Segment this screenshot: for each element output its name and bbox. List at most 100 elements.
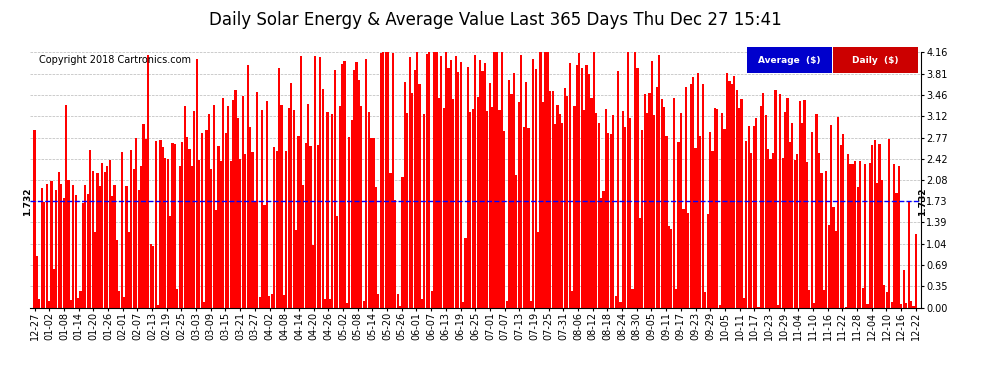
- Bar: [72, 185, 74, 308]
- Bar: [769, 159, 771, 308]
- Bar: [273, 147, 275, 308]
- Bar: [588, 74, 590, 308]
- Bar: [898, 166, 900, 308]
- Bar: [764, 115, 767, 308]
- Bar: [327, 112, 329, 308]
- Text: 1.732: 1.732: [919, 187, 928, 216]
- Bar: [637, 68, 639, 308]
- Bar: [452, 99, 454, 308]
- Bar: [152, 246, 154, 308]
- Bar: [581, 68, 583, 308]
- Bar: [697, 72, 699, 308]
- Bar: [138, 190, 140, 308]
- Bar: [377, 294, 379, 307]
- Text: Daily  ($): Daily ($): [852, 56, 899, 64]
- Bar: [513, 73, 515, 308]
- Bar: [462, 302, 464, 307]
- Bar: [280, 105, 282, 308]
- Bar: [835, 231, 838, 308]
- Bar: [546, 53, 548, 308]
- Bar: [414, 70, 416, 308]
- Bar: [861, 288, 863, 308]
- Bar: [794, 160, 796, 308]
- Bar: [663, 107, 665, 307]
- Bar: [680, 113, 682, 308]
- Bar: [913, 306, 915, 308]
- Bar: [350, 120, 352, 308]
- Bar: [449, 60, 452, 308]
- Bar: [759, 106, 762, 308]
- Bar: [721, 113, 724, 308]
- Bar: [353, 70, 355, 308]
- Bar: [355, 62, 357, 308]
- Bar: [568, 63, 570, 308]
- Bar: [220, 161, 222, 308]
- Bar: [261, 110, 263, 308]
- Bar: [380, 53, 382, 308]
- Bar: [441, 56, 443, 308]
- Bar: [360, 106, 362, 307]
- Bar: [48, 302, 50, 307]
- Bar: [757, 307, 759, 308]
- Bar: [508, 80, 510, 308]
- Text: Copyright 2018 Cartronics.com: Copyright 2018 Cartronics.com: [39, 55, 191, 65]
- Bar: [198, 160, 200, 308]
- Bar: [46, 184, 48, 308]
- Bar: [549, 91, 551, 308]
- Bar: [650, 61, 653, 308]
- Bar: [709, 132, 711, 308]
- Bar: [245, 153, 247, 308]
- FancyBboxPatch shape: [747, 47, 832, 73]
- Bar: [646, 113, 648, 308]
- Bar: [670, 229, 672, 308]
- Bar: [312, 245, 314, 308]
- Bar: [712, 151, 714, 308]
- Bar: [164, 158, 166, 308]
- Bar: [99, 186, 101, 308]
- Bar: [496, 53, 498, 308]
- Bar: [598, 123, 600, 308]
- Bar: [225, 134, 227, 308]
- Bar: [755, 118, 757, 308]
- Bar: [525, 82, 527, 308]
- Bar: [629, 118, 632, 308]
- Bar: [464, 238, 466, 308]
- Bar: [161, 147, 164, 308]
- Bar: [876, 183, 878, 308]
- Bar: [263, 206, 265, 308]
- Bar: [515, 175, 518, 308]
- Bar: [677, 142, 680, 308]
- Bar: [266, 101, 268, 308]
- Bar: [687, 213, 689, 308]
- Bar: [511, 94, 513, 308]
- Bar: [849, 164, 851, 308]
- Bar: [576, 65, 578, 308]
- Bar: [842, 134, 844, 308]
- Bar: [79, 291, 81, 308]
- Bar: [736, 90, 738, 308]
- Bar: [183, 106, 186, 307]
- Bar: [699, 136, 702, 308]
- Bar: [67, 180, 69, 308]
- Bar: [193, 111, 195, 308]
- Bar: [399, 306, 401, 308]
- Bar: [625, 127, 627, 308]
- Bar: [310, 146, 312, 308]
- Bar: [607, 134, 610, 308]
- Bar: [747, 126, 749, 308]
- Bar: [905, 303, 907, 307]
- Bar: [52, 269, 55, 308]
- Bar: [777, 305, 779, 308]
- Bar: [612, 115, 615, 308]
- Bar: [348, 137, 350, 308]
- Bar: [707, 214, 709, 308]
- Bar: [457, 72, 459, 308]
- Bar: [724, 129, 726, 308]
- Bar: [729, 81, 731, 308]
- Bar: [784, 112, 786, 308]
- Bar: [397, 294, 399, 307]
- Bar: [523, 127, 525, 308]
- Bar: [804, 100, 806, 308]
- Bar: [116, 240, 118, 308]
- Bar: [270, 294, 273, 308]
